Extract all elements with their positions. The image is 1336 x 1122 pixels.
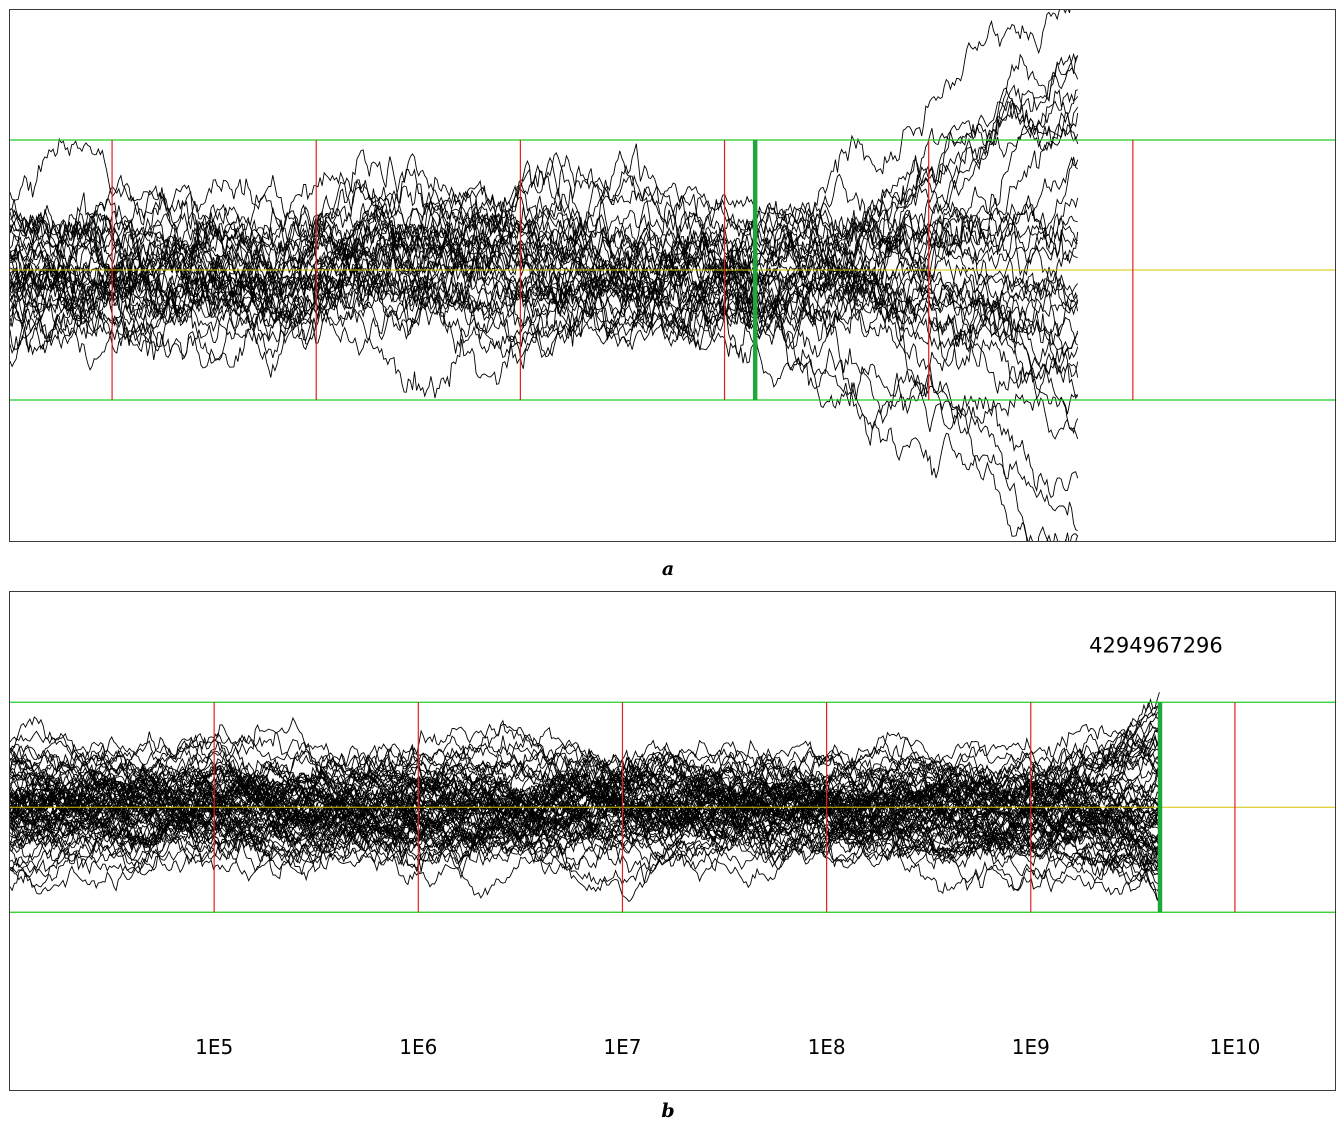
chart-a-plot [10, 10, 1335, 541]
random-walk-line [10, 218, 1079, 358]
random-walk-line [10, 736, 1160, 865]
random-walk-line [10, 778, 1160, 903]
random-walk-line [10, 174, 1079, 350]
random-walk-series-group [10, 10, 1079, 541]
random-walk-line [10, 764, 1160, 871]
random-walk-line [10, 763, 1160, 882]
random-walk-line [10, 737, 1160, 899]
random-walk-line [10, 53, 1079, 355]
random-walk-line [10, 200, 1078, 532]
random-walk-line [10, 219, 1079, 499]
random-walk-line [10, 154, 1079, 541]
random-walk-line [10, 748, 1160, 856]
random-walk-line [10, 744, 1160, 895]
random-walk-line [10, 203, 1079, 347]
random-walk-line [10, 202, 1079, 383]
random-walk-line [10, 182, 1079, 399]
random-walk-line [10, 137, 1079, 436]
random-walk-line [10, 54, 1079, 345]
random-walk-line [10, 52, 1079, 310]
x-tick-label: 1E10 [1210, 1035, 1261, 1059]
x-tick-label: 1E8 [808, 1035, 846, 1059]
random-walk-series-group [10, 692, 1160, 903]
x-tick-label: 1E9 [1012, 1035, 1050, 1059]
random-walk-line [10, 124, 1079, 359]
random-walk-line [10, 10, 1071, 330]
random-walk-line [10, 176, 1079, 363]
random-walk-line [10, 716, 1160, 894]
random-walk-line [10, 748, 1160, 882]
panel-b-caption: b [661, 1100, 675, 1122]
x-tick-label: 1E7 [603, 1035, 641, 1059]
marker-value-label: 4294967296 [1089, 633, 1223, 657]
random-walk-line [10, 742, 1160, 896]
x-tick-label: 1E5 [195, 1035, 233, 1059]
random-walk-line [10, 716, 1160, 862]
random-walk-line [10, 84, 1078, 351]
random-walk-line [10, 206, 1078, 340]
random-walk-line [10, 112, 1079, 326]
chart-panel-b: 1E5 1E6 1E7 1E8 1E9 1E10 4294967296 [9, 591, 1336, 1091]
random-walk-line [10, 238, 1079, 339]
random-walk-line [10, 169, 1079, 334]
random-walk-line [10, 753, 1160, 892]
random-walk-line [10, 210, 1079, 440]
random-walk-line [10, 199, 1079, 435]
random-walk-line [10, 243, 1079, 378]
chart-panel-a [9, 9, 1336, 542]
random-walk-line [10, 736, 1160, 862]
random-walk-line [10, 153, 1078, 358]
panel-a-caption: a [661, 558, 675, 580]
x-tick-label: 1E6 [399, 1035, 437, 1059]
random-walk-line [10, 748, 1160, 855]
random-walk-line [10, 723, 1160, 849]
chart-b-plot: 1E5 1E6 1E7 1E8 1E9 1E10 4294967296 [10, 633, 1335, 1059]
random-walk-line [10, 731, 1160, 868]
random-walk-line [10, 143, 1079, 541]
random-walk-line [10, 724, 1160, 862]
random-walk-line [10, 88, 1079, 361]
random-walk-line [10, 213, 1079, 345]
random-walk-line [10, 748, 1160, 884]
